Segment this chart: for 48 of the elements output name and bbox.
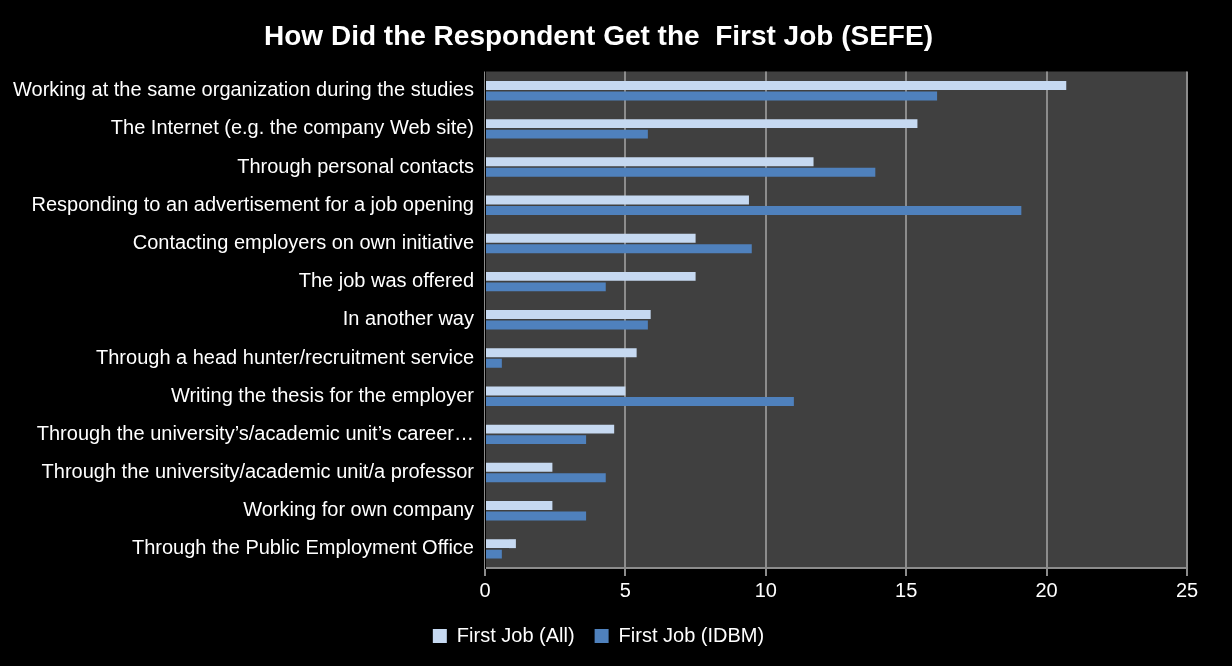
bar — [486, 320, 648, 330]
y-tick-label: The Internet (e.g. the company Web site) — [110, 116, 475, 139]
y-tick-label: Through personal contacts — [237, 154, 475, 177]
x-tick-label: 20 — [1035, 578, 1058, 601]
y-tick-label: Working for own company — [243, 498, 475, 521]
bar — [486, 539, 516, 549]
bar — [486, 310, 651, 320]
legend-label: First Job (IDBM) — [618, 623, 765, 646]
bar — [486, 348, 637, 358]
bar — [486, 80, 1067, 90]
bar — [486, 473, 606, 483]
bar — [486, 206, 1022, 215]
bar — [486, 195, 749, 205]
y-tick-label: The job was offered — [298, 269, 475, 292]
x-tick-label: 10 — [754, 578, 777, 601]
bar — [486, 91, 938, 101]
bar — [486, 435, 587, 445]
y-tick-label: Through the university/academic unit/a professor — [41, 460, 475, 483]
bar — [486, 271, 696, 281]
bar — [486, 129, 648, 139]
bar — [486, 511, 587, 521]
y-tick-label: In another way — [342, 307, 475, 330]
bar — [486, 244, 752, 254]
bar — [486, 501, 553, 510]
bar — [486, 358, 502, 368]
x-tick-label: 0 — [479, 578, 491, 601]
bar — [486, 167, 876, 177]
y-tick-label: Contacting employers on own initiative — [132, 230, 475, 253]
bar — [486, 424, 615, 434]
x-tick-label: 15 — [895, 578, 918, 601]
y-tick-label: Writing the thesis for the employer — [170, 383, 475, 406]
bar — [486, 462, 553, 472]
y-tick-label: Responding to an advertisement for a job opening — [31, 192, 475, 215]
chart-title: How Did the Respondent Get the First Job (SEFE) — [264, 19, 933, 51]
x-tick-label: 25 — [1175, 578, 1199, 601]
legend-label: First Job (All) — [456, 623, 575, 646]
y-tick-label: Through the university’s/academic unit’s career… — [36, 421, 475, 444]
bar — [486, 233, 696, 243]
y-tick-label: Working at the same organization during the studies — [12, 78, 475, 101]
bar — [486, 396, 794, 406]
x-tick-label: 5 — [619, 578, 631, 601]
bar — [486, 386, 626, 396]
bar — [486, 282, 606, 292]
bar — [486, 157, 814, 167]
bar — [486, 119, 918, 129]
y-tick-label: Through the Public Employment Office — [131, 536, 475, 559]
bar — [486, 549, 502, 559]
y-tick-label: Through a head hunter/recruitment service — [96, 345, 475, 368]
